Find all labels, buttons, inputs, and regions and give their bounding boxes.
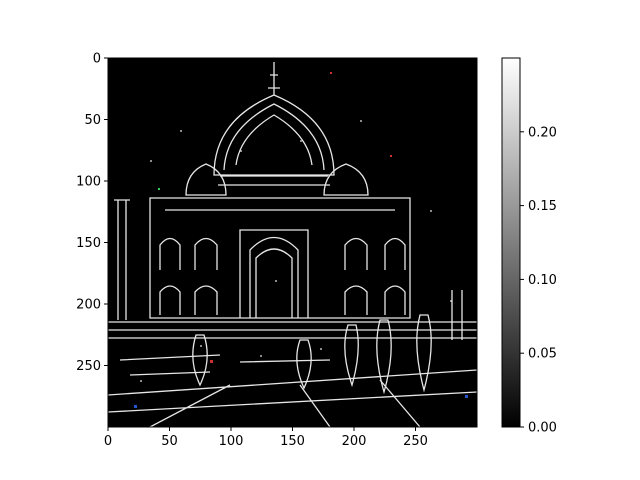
y-tick-label: 200 xyxy=(76,298,101,313)
y-tick-label: 50 xyxy=(84,113,101,128)
colorbar-axis: 0.00 0.05 0.10 0.15 0.20 xyxy=(520,125,557,436)
x-tick-label: 0 xyxy=(104,434,112,449)
y-tick-label: 0 xyxy=(93,52,101,67)
taj-mahal-edges xyxy=(108,62,477,427)
colorbar-tick-label: 0.15 xyxy=(528,199,557,214)
y-axis: 0 50 100 150 200 250 xyxy=(76,52,108,374)
x-axis: 0 50 100 150 200 250 xyxy=(104,427,428,449)
x-tick-label: 50 xyxy=(161,434,178,449)
x-tick-label: 150 xyxy=(280,434,305,449)
edge-noise xyxy=(140,120,452,382)
colorbar-tick-label: 0.00 xyxy=(528,421,557,436)
y-tick-label: 250 xyxy=(76,359,101,374)
colorbar-tick-label: 0.10 xyxy=(528,273,557,288)
y-tick-label: 100 xyxy=(76,175,101,190)
x-tick-label: 250 xyxy=(403,434,428,449)
image-background xyxy=(108,58,477,427)
x-tick-label: 200 xyxy=(342,434,367,449)
x-tick-label: 100 xyxy=(219,434,244,449)
colorbar-tick-label: 0.05 xyxy=(528,347,557,362)
colorbar-tick-label: 0.20 xyxy=(528,125,557,140)
color-noise xyxy=(134,72,468,408)
y-tick-label: 150 xyxy=(76,236,101,251)
colorbar xyxy=(501,57,521,428)
edge-image xyxy=(108,58,477,427)
